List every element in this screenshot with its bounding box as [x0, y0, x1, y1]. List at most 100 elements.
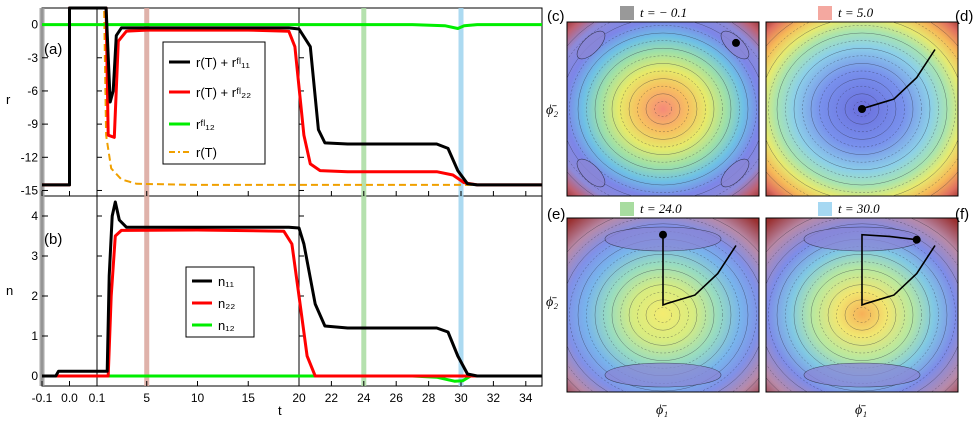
contour — [620, 70, 706, 148]
contour — [802, 55, 922, 163]
swatch-c — [620, 6, 634, 20]
y-tick-label-b: 2 — [31, 289, 38, 303]
minimum-well — [803, 362, 921, 388]
x-tick-label: 32 — [487, 391, 501, 405]
ylabel-b: n — [6, 283, 13, 298]
y-tick-label-b: 1 — [31, 329, 38, 343]
title-e: t = 24.0 — [640, 201, 682, 216]
contours-d — [766, 22, 958, 196]
minimum-well — [576, 158, 606, 188]
contour — [586, 40, 740, 178]
x-tick-label: 5 — [143, 391, 150, 405]
xlabel-e: ϕ̄₁ — [656, 403, 668, 418]
contour — [853, 101, 871, 117]
legend-b: n₁₁ n₂₂ n₁₂ — [185, 266, 255, 338]
series-b — [42, 200, 542, 383]
title-f: t = 30.0 — [838, 201, 880, 216]
contour — [594, 47, 732, 171]
x-tick-label: 10 — [191, 391, 205, 405]
x-tick-label: 26 — [390, 391, 404, 405]
y-tick-label-a: 0 — [31, 18, 38, 32]
heatmap-f: t = 30.0 (f) ϕ̄₁ — [765, 201, 969, 418]
contour — [853, 307, 871, 323]
time-marker-2 — [361, 8, 367, 386]
series-n22 — [42, 228, 542, 378]
y-tick-label-a: -12 — [21, 150, 39, 164]
contour — [654, 101, 672, 117]
x-tick-label: 0.0 — [61, 391, 78, 405]
trajectory-f — [861, 233, 936, 307]
contours-f — [766, 218, 958, 392]
series-r-t-rfl-11 — [42, 6, 542, 187]
contour — [569, 25, 757, 193]
time-marker-3 — [458, 8, 464, 386]
y-tick-label-b: 0 — [31, 369, 38, 383]
state-marker-d — [858, 105, 866, 113]
xlabel-f: ϕ̄₁ — [855, 403, 867, 418]
x-tick-label: 20 — [292, 391, 306, 405]
ylabel-c: ϕ̄₂ — [546, 103, 558, 118]
y-tick-label-b: 4 — [31, 209, 38, 223]
legend-a-label-2: r(T) + rᶠˡ₂₂ — [196, 85, 251, 100]
panel-label-e: (e) — [547, 206, 565, 223]
panel-b-frame — [41, 195, 543, 387]
y-tick-label-a: -3 — [27, 51, 38, 65]
panel-label-f: (f) — [955, 206, 969, 223]
x-tick-label: 24 — [357, 391, 371, 405]
contour — [844, 93, 880, 125]
state-marker-f — [912, 235, 921, 244]
contour — [567, 223, 759, 392]
trajectory-e — [662, 234, 737, 307]
state-marker-c — [732, 38, 740, 47]
contour — [836, 85, 888, 133]
y-tick-label-b: 3 — [31, 249, 38, 263]
ticks: -0.1 0.0 0.1 5 10 15 20 22 24 26 28 30 32 340-3-6-9-1… — [21, 18, 533, 405]
contour — [793, 47, 931, 171]
x-tick-label: 28 — [422, 391, 436, 405]
time-marker-1 — [144, 8, 150, 386]
time-markers — [39, 8, 464, 386]
legend-a-label-4: r(T) — [196, 145, 217, 160]
x-tick-label: 22 — [325, 391, 339, 405]
xlabel-t: t — [278, 403, 282, 418]
x-tick-label: 0.1 — [89, 391, 106, 405]
ylabel-a: r — [6, 92, 11, 107]
y-tick-label-a: -9 — [27, 117, 38, 131]
contour — [785, 40, 939, 178]
heatmap-panels: t = − 0.1 (c) ϕ̄₂ t = 5.0 (d) t = 24.0 (… — [546, 5, 973, 418]
contour — [603, 55, 723, 163]
y-tick-label-a: -6 — [27, 84, 38, 98]
minimum-well — [604, 362, 722, 388]
line-panels: -0.1 0.0 0.1 5 10 15 20 22 24 26 28 30 32 340-3-6-9-1… — [6, 6, 543, 418]
swatch-f — [818, 202, 832, 216]
contour — [628, 78, 698, 140]
x-tick-label: -0.1 — [32, 391, 53, 405]
contour — [645, 93, 681, 125]
legend-a: r(T) + rᶠˡ₁₁ r(T) + rᶠˡ₂₂ rᶠˡ₁₂ r(T) — [162, 41, 266, 165]
panel-label-c: (c) — [547, 8, 565, 25]
panel-label-a: (a) — [44, 41, 62, 58]
contours-e — [567, 218, 759, 392]
x-tick-label: 30 — [454, 391, 468, 405]
title-d: t = 5.0 — [838, 5, 874, 20]
contour — [654, 307, 672, 323]
legend-a-label-3: rᶠˡ₁₂ — [196, 117, 215, 132]
heatmap-d: t = 5.0 (d) — [765, 5, 973, 197]
title-c: t = − 0.1 — [640, 5, 687, 20]
x-tick-label: 34 — [519, 391, 533, 405]
contour — [768, 25, 956, 193]
contour — [819, 70, 905, 148]
heatmap-c: t = − 0.1 (c) ϕ̄₂ — [546, 5, 760, 197]
series-rfl-12 — [42, 23, 542, 30]
legend-b-label-2: n₂₂ — [218, 296, 235, 311]
y-tick-label-a: -15 — [21, 183, 39, 197]
swatch-d — [818, 6, 832, 20]
swatch-e — [620, 202, 634, 216]
panel-label-b: (b) — [44, 231, 62, 248]
minimum-well — [576, 30, 606, 60]
contour — [810, 63, 914, 155]
contour — [776, 32, 948, 186]
time-marker-0 — [39, 8, 45, 386]
ylabel-e: ϕ̄₂ — [546, 295, 558, 310]
